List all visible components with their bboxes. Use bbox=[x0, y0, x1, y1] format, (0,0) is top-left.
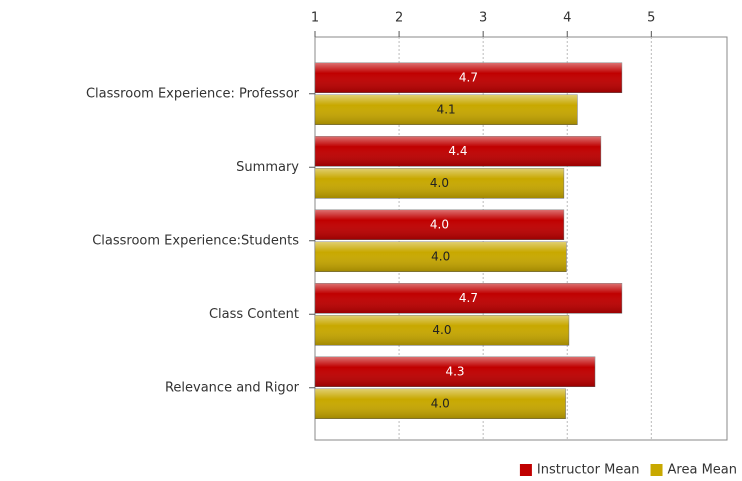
legend-swatch bbox=[519, 464, 532, 476]
bar-shine bbox=[315, 209, 564, 240]
x-tick-label: 3 bbox=[479, 11, 487, 26]
value-label: 4.4 bbox=[448, 144, 467, 158]
x-tick-label: 4 bbox=[563, 11, 571, 26]
y-tick-label: Classroom Experience:Students bbox=[92, 233, 299, 248]
bar-shine bbox=[315, 356, 595, 387]
y-tick-label: Classroom Experience: Professor bbox=[86, 86, 300, 101]
bar-shine bbox=[315, 388, 566, 419]
x-tick-label: 1 bbox=[311, 11, 319, 26]
value-label: 4.0 bbox=[431, 396, 450, 410]
value-label: 4.0 bbox=[431, 249, 450, 263]
bar-shine bbox=[315, 62, 622, 93]
x-tick-label: 5 bbox=[647, 11, 655, 26]
y-tick-label: Class Content bbox=[209, 307, 299, 322]
bar-shine bbox=[315, 168, 564, 199]
legend-label: Instructor Mean bbox=[537, 463, 640, 478]
bar-shine bbox=[315, 315, 569, 346]
bar-shine bbox=[315, 283, 622, 314]
value-label: 4.1 bbox=[437, 102, 456, 116]
x-tick-label: 2 bbox=[395, 11, 403, 26]
value-label: 4.7 bbox=[459, 70, 478, 84]
value-label: 4.0 bbox=[432, 323, 451, 337]
value-label: 4.3 bbox=[445, 364, 464, 378]
y-tick-label: Relevance and Rigor bbox=[165, 380, 300, 395]
value-label: 4.7 bbox=[459, 291, 478, 305]
bar-shine bbox=[315, 241, 567, 272]
value-label: 4.0 bbox=[430, 176, 449, 190]
legend-label: Area Mean bbox=[668, 463, 737, 478]
bar-shine bbox=[315, 136, 601, 167]
legend-swatch bbox=[650, 464, 663, 476]
value-label: 4.0 bbox=[430, 217, 449, 231]
bar-shine bbox=[315, 94, 578, 125]
y-tick-label: Summary bbox=[236, 160, 299, 175]
